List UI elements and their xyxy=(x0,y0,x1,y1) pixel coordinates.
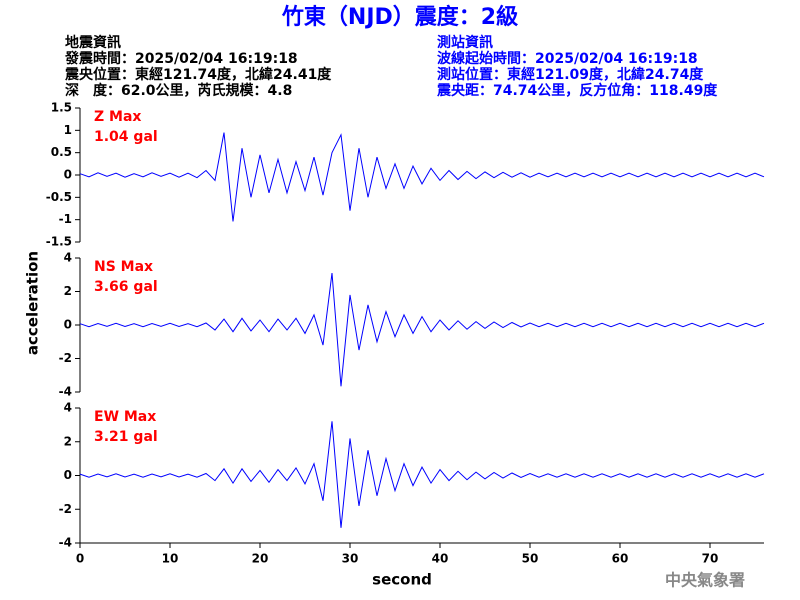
waveform xyxy=(79,273,765,387)
info-left: 地震資訊 xyxy=(65,34,121,51)
panel-max: 1.04 gal xyxy=(94,129,158,145)
x-tick-label: 40 xyxy=(432,552,449,566)
waveform xyxy=(79,132,765,222)
y-tick-label: 2 xyxy=(64,284,72,298)
x-tick-label: 50 xyxy=(522,552,539,566)
y-tick-label: 4 xyxy=(64,401,72,415)
panel-max: 3.21 gal xyxy=(94,429,158,445)
y-tick-label: -2 xyxy=(59,502,72,516)
x-axis-label: second xyxy=(372,571,432,589)
y-tick-label: 1.5 xyxy=(51,101,72,115)
y-tick-label: 1 xyxy=(64,123,72,137)
y-tick-label: 0 xyxy=(64,168,72,182)
y-tick-label: 0 xyxy=(64,318,72,332)
y-tick-label: -1 xyxy=(59,212,72,226)
y-tick-label: 0.5 xyxy=(51,145,72,159)
y-tick-label: -4 xyxy=(59,536,72,550)
panel-label: NS Max xyxy=(94,259,153,275)
panel-max: 3.66 gal xyxy=(94,279,158,295)
x-tick-label: 30 xyxy=(342,552,359,566)
x-tick-label: 20 xyxy=(252,552,269,566)
info-right: 測站資訊 xyxy=(437,34,493,51)
y-tick-label: -4 xyxy=(59,385,72,399)
info-left: 發震時間：2025/02/04 16:19:18 xyxy=(64,50,298,67)
panel-label: Z Max xyxy=(94,109,141,125)
footer: 中央氣象署 xyxy=(665,571,745,590)
x-tick-label: 10 xyxy=(162,552,179,566)
panel-label: EW Max xyxy=(94,409,156,425)
info-right: 測站位置：東經121.09度，北緯24.74度 xyxy=(437,66,704,83)
y-tick-label: 0 xyxy=(64,468,72,482)
x-tick-label: 60 xyxy=(612,552,629,566)
chart-title: 竹東（NJD）震度：2級 xyxy=(281,4,518,30)
x-tick-label: 70 xyxy=(702,552,719,566)
y-tick-label: 4 xyxy=(64,251,72,265)
info-left: 震央位置：東經121.74度，北緯24.41度 xyxy=(64,66,332,83)
y-tick-label: -2 xyxy=(59,351,72,365)
info-right: 震央距：74.74公里，反方位角：118.49度 xyxy=(436,82,718,99)
y-axis-label: acceleration xyxy=(24,251,42,355)
waveform xyxy=(79,421,765,528)
info-right: 波線起始時間：2025/02/04 16:19:18 xyxy=(437,50,698,67)
info-left: 深 度：62.0公里，芮氏規模：4.8 xyxy=(65,82,292,99)
y-tick-label: -0.5 xyxy=(46,190,72,204)
y-tick-label: 2 xyxy=(64,434,72,448)
y-tick-label: -1.5 xyxy=(46,235,72,249)
x-tick-label: 0 xyxy=(76,552,84,566)
